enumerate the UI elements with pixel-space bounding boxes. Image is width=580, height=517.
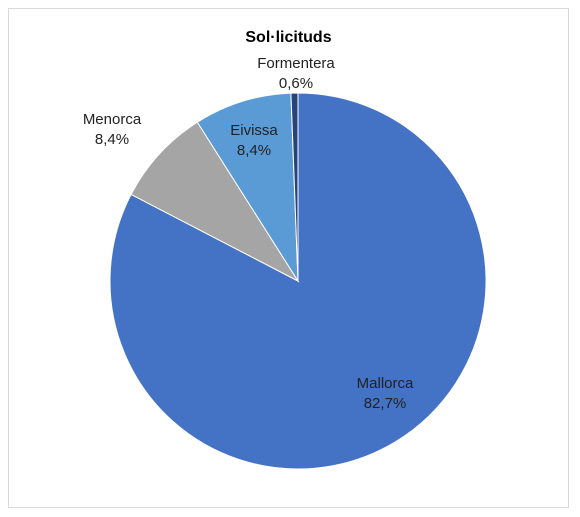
- slice-label-mallorca: Mallorca: [357, 375, 414, 392]
- slice-value-eivissa: 8,4%: [237, 142, 271, 159]
- slice-label-formentera: Formentera: [257, 55, 335, 72]
- pie-slice-menorca: [130, 121, 300, 283]
- slice-label-menorca: Menorca: [83, 111, 142, 128]
- pie-slice-eivissa: [196, 92, 299, 283]
- slice-value-menorca: 8,4%: [95, 131, 129, 148]
- slice-label-eivissa: Eivissa: [230, 122, 278, 139]
- chart-title: Sol·licituds: [245, 29, 332, 46]
- pie-slice-formentera: [290, 92, 299, 282]
- slice-value-mallorca: 82,7%: [364, 395, 407, 412]
- slice-value-formentera: 0,6%: [279, 75, 313, 92]
